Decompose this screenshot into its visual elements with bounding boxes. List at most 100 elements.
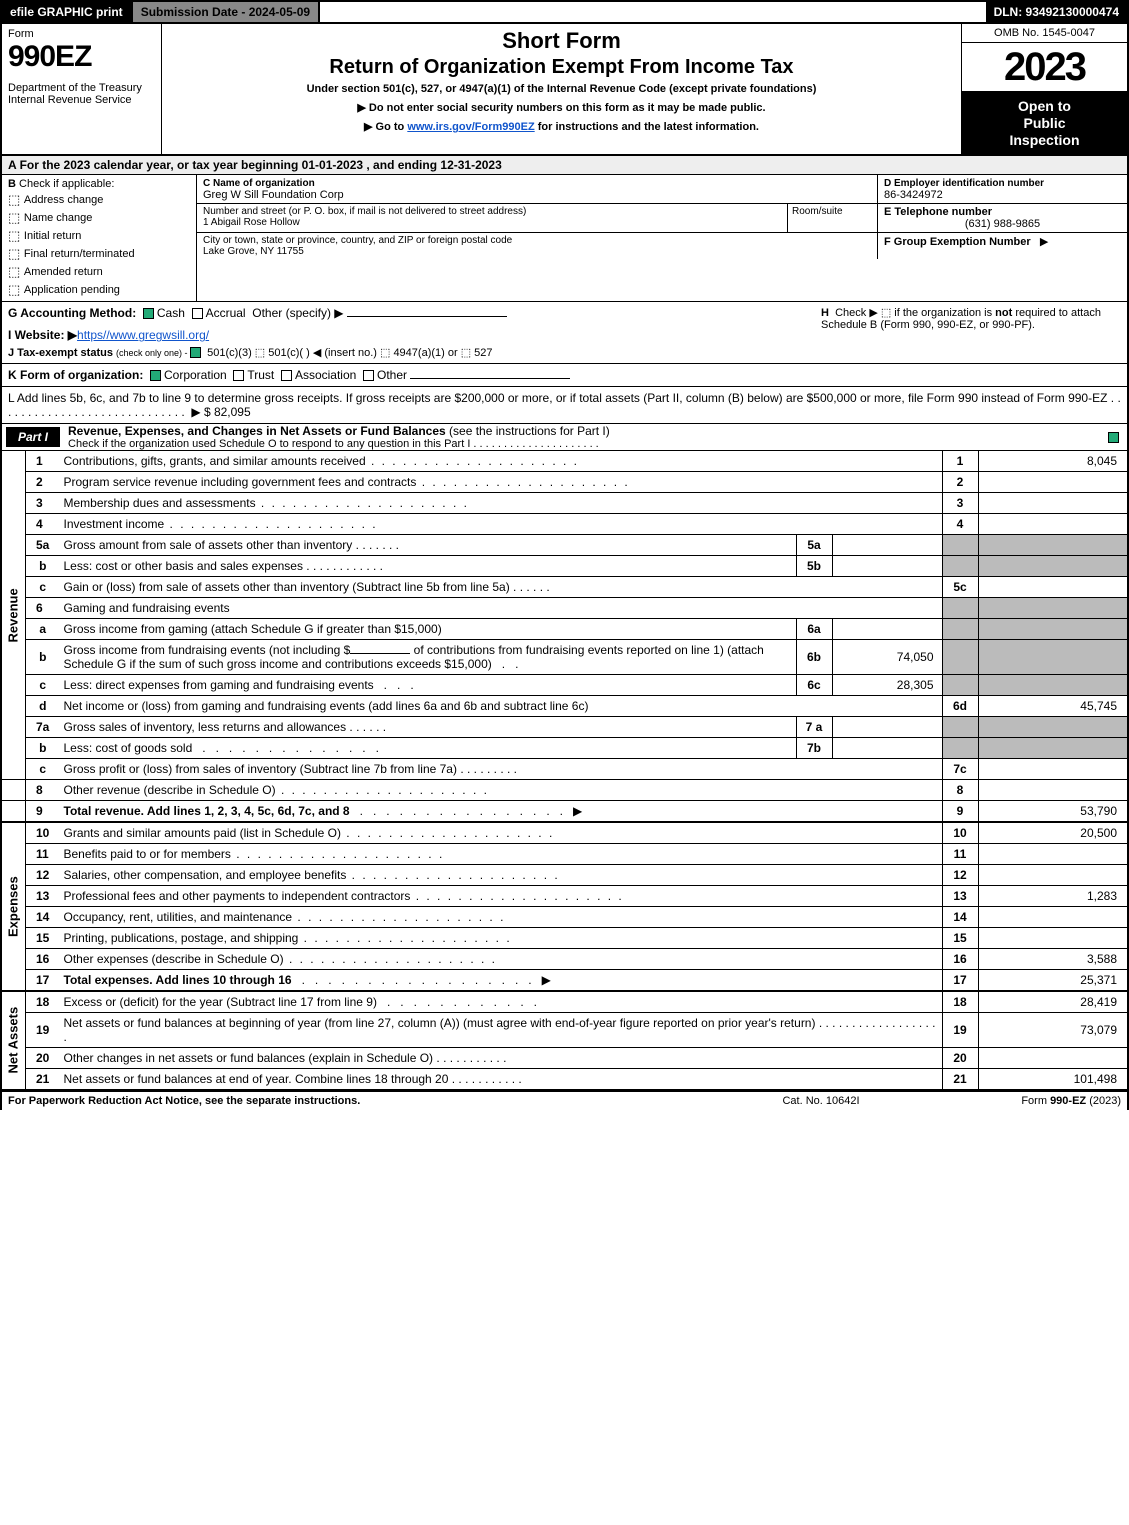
l4-desc: Investment income	[64, 517, 165, 531]
k-corp: Corporation	[164, 368, 227, 382]
line-7a: 7aGross sales of inventory, less returns…	[1, 717, 1128, 738]
l12-val	[978, 865, 1128, 886]
e-label: E Telephone number	[884, 206, 992, 218]
l1-val: 8,045	[978, 451, 1128, 472]
section-k: K Form of organization: Corporation Trus…	[0, 364, 1129, 387]
section-f: F Group Exemption Number ▶	[877, 233, 1127, 259]
l2-num: 2	[942, 472, 978, 493]
note-goto-post: for instructions and the latest informat…	[535, 121, 759, 133]
b-label: Check if applicable:	[19, 178, 114, 190]
omb-number: OMB No. 1545-0047	[962, 24, 1127, 43]
l7a-subval	[832, 717, 942, 738]
l14-desc: Occupancy, rent, utilities, and maintena…	[64, 910, 293, 924]
line-6: 6Gaming and fundraising events	[1, 598, 1128, 619]
org-name: Greg W Sill Foundation Corp	[203, 189, 344, 201]
line-16: 16Other expenses (describe in Schedule O…	[1, 949, 1128, 970]
l8-val	[978, 780, 1128, 801]
l6d-num: 6d	[942, 696, 978, 717]
l7c-val	[978, 759, 1128, 780]
l5c-desc: Gain or (loss) from sale of assets other…	[64, 580, 510, 594]
chk-trust[interactable]	[233, 370, 244, 381]
l13-num: 13	[942, 886, 978, 907]
l12-desc: Salaries, other compensation, and employ…	[64, 868, 347, 882]
line-19: 19Net assets or fund balances at beginni…	[1, 1013, 1128, 1048]
l20-desc: Other changes in net assets or fund bala…	[64, 1051, 434, 1065]
l7b-sub: 7b	[796, 738, 832, 759]
l2-val	[978, 472, 1128, 493]
l5a-sub: 5a	[796, 535, 832, 556]
note-goto: Go to www.irs.gov/Form990EZ for instruct…	[170, 120, 953, 133]
section-c: C Name of organization Greg W Sill Found…	[197, 175, 877, 203]
line-20: 20 Other changes in net assets or fund ba…	[1, 1048, 1128, 1069]
chk-application-pending[interactable]: Application pending	[8, 282, 190, 298]
chk-address-change[interactable]: Address change	[8, 192, 190, 208]
l7a-desc: Gross sales of inventory, less returns a…	[64, 720, 347, 734]
address-cell: Number and street (or P. O. box, if mail…	[197, 204, 787, 232]
city-label: City or town, state or province, country…	[203, 235, 512, 246]
l14-val	[978, 907, 1128, 928]
chk-amended-return[interactable]: Amended return	[8, 264, 190, 280]
k-other: Other	[377, 368, 407, 382]
chk-other-org[interactable]	[363, 370, 374, 381]
col-cdef: C Name of organization Greg W Sill Found…	[197, 175, 1127, 301]
g-label: G Accounting Method:	[8, 306, 136, 320]
website-link[interactable]: https//www.gregwsill.org/	[77, 328, 209, 342]
chk-501c3[interactable]	[190, 347, 201, 358]
l5b-subval	[832, 556, 942, 577]
l6b-blank	[350, 653, 410, 654]
l-text: L Add lines 5b, 6c, and 7b to line 9 to …	[8, 391, 1107, 405]
l5b-sub: 5b	[796, 556, 832, 577]
chk-final-return[interactable]: Final return/terminated	[8, 246, 190, 262]
line-17: 17Total expenses. Add lines 10 through 1…	[1, 970, 1128, 992]
l6a-desc: Gross income from gaming (attach Schedul…	[64, 622, 442, 636]
section-j: J Tax-exempt status (check only one) - 5…	[8, 346, 1121, 359]
k-label: K Form of organization:	[8, 368, 143, 382]
h-text1: Check ▶ ⬚ if the organization is	[835, 307, 995, 319]
block-bcdef: B Check if applicable: Address change Na…	[0, 175, 1129, 302]
schedule-o-checkbox[interactable]	[1103, 430, 1127, 444]
l15-desc: Printing, publications, postage, and shi…	[64, 931, 299, 945]
l21-val: 101,498	[978, 1069, 1128, 1090]
l15-num: 15	[942, 928, 978, 949]
line-15: 15 Printing, publications, postage, and s…	[1, 928, 1128, 949]
page-footer: For Paperwork Reduction Act Notice, see …	[0, 1090, 1129, 1110]
l6d-val: 45,745	[978, 696, 1128, 717]
line-6d: dNet income or (loss) from gaming and fu…	[1, 696, 1128, 717]
efile-print-label[interactable]: efile GRAPHIC print	[2, 2, 133, 22]
chk-accrual[interactable]	[192, 308, 203, 319]
l3-desc: Membership dues and assessments	[64, 496, 256, 510]
l9-desc: Total revenue. Add lines 1, 2, 3, 4, 5c,…	[64, 804, 350, 818]
line-6a: aGross income from gaming (attach Schedu…	[1, 619, 1128, 640]
d-label: D Employer identification number	[884, 178, 1044, 189]
chk-corporation[interactable]	[150, 370, 161, 381]
open-to-public: Open to Public Inspection	[962, 92, 1127, 154]
l6b-desc-pre: Gross income from fundraising events (no…	[64, 643, 351, 657]
chk-association[interactable]	[281, 370, 292, 381]
form-subtitle: Under section 501(c), 527, or 4947(a)(1)…	[170, 83, 953, 95]
l8-num: 8	[942, 780, 978, 801]
j-sub: (check only one) -	[116, 348, 190, 358]
l17-val: 25,371	[978, 970, 1128, 992]
chk-initial-return[interactable]: Initial return	[8, 228, 190, 244]
line-21: 21Net assets or fund balances at end of …	[1, 1069, 1128, 1090]
k-other-blank[interactable]	[410, 378, 570, 379]
l6a-sub: 6a	[796, 619, 832, 640]
irs-link[interactable]: www.irs.gov/Form990EZ	[407, 121, 534, 133]
part-i-title-text: Revenue, Expenses, and Changes in Net As…	[68, 424, 449, 438]
g-other: Other (specify) ▶	[252, 306, 343, 320]
tax-year: 2023	[962, 43, 1127, 92]
part-i-tab: Part I	[6, 427, 60, 447]
l7a-sub: 7 a	[796, 717, 832, 738]
l19-desc: Net assets or fund balances at beginning…	[64, 1016, 816, 1030]
section-a-text: For the 2023 calendar year, or tax year …	[20, 158, 502, 172]
chk-name-change[interactable]: Name change	[8, 210, 190, 226]
topbar-spacer	[320, 2, 985, 22]
chk-cash[interactable]	[143, 308, 154, 319]
inspection-l3: Inspection	[1009, 132, 1079, 148]
footer-right: Form 990-EZ (2023)	[921, 1095, 1121, 1107]
g-other-blank[interactable]	[347, 316, 507, 317]
l20-num: 20	[942, 1048, 978, 1069]
l21-desc: Net assets or fund balances at end of ye…	[64, 1072, 449, 1086]
h-not: not	[995, 307, 1012, 319]
irs-label: Internal Revenue Service	[8, 94, 132, 106]
